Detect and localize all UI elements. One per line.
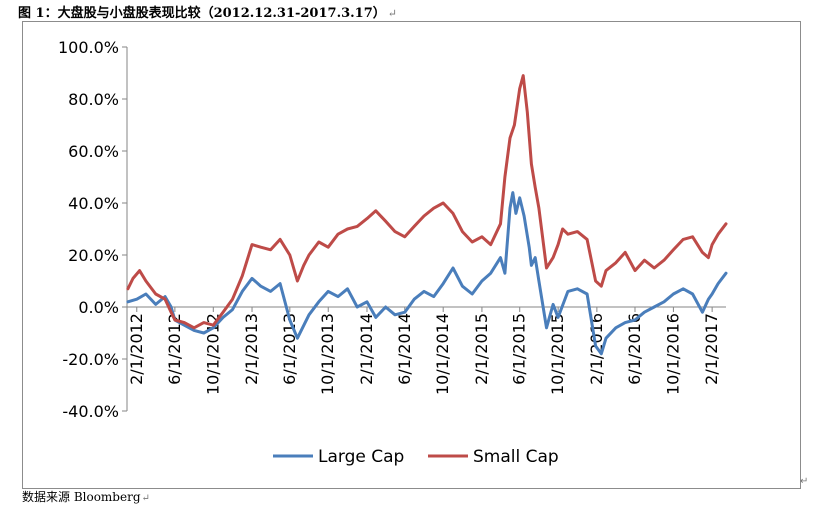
paragraph-mark-icon: ↵	[800, 476, 809, 487]
line-chart: -40.0% -20.0% 0.0% 20.0% 40.0% 60.0% 80.0% 100.…	[58, 38, 728, 467]
x-tick-label: 2/1/2017	[702, 313, 721, 385]
figure-title-text: 图 1：大盘股与小盘股表现比较（2012.12.31-2017.3.17）	[18, 6, 386, 21]
source-note: 数据来源 Bloomberg↵	[22, 488, 150, 505]
x-tick-label: 10/1/2016	[663, 313, 682, 395]
x-tick-label: 10/1/2012	[203, 313, 222, 395]
series-layer	[126, 74, 728, 356]
x-tick-label: 6/1/2012	[165, 313, 184, 385]
x-tick-label: 2/1/2012	[127, 313, 146, 385]
y-axis: -40.0% -20.0% 0.0% 20.0% 40.0% 60.0% 80.0% 100.…	[58, 38, 128, 421]
x-tick-label: 6/1/2014	[395, 313, 414, 385]
legend: Large Cap Small Cap	[273, 447, 559, 467]
y-tick-label: -20.0%	[62, 350, 119, 369]
x-tick-label: 10/1/2014	[433, 313, 452, 395]
paragraph-mark-icon: ↵	[387, 7, 397, 20]
series-line-small-cap	[126, 74, 728, 330]
series-line-large-cap	[126, 191, 728, 356]
x-axis: 2/1/2012 6/1/2012 10/1/2012 2/1/2013 6/1/201…	[127, 306, 726, 395]
y-tick-label: 40.0%	[68, 194, 119, 213]
source-note-text: 数据来源 Bloomberg	[22, 490, 141, 504]
x-tick-label: 2/1/2013	[242, 313, 261, 385]
paragraph-mark-icon: ↵	[141, 493, 150, 504]
y-tick-label: 0.0%	[78, 298, 119, 317]
x-tick-label: 6/1/2013	[280, 313, 299, 385]
x-tick-label: 10/1/2015	[548, 313, 567, 395]
legend-label-large-cap: Large Cap	[318, 447, 404, 467]
legend-label-small-cap: Small Cap	[473, 447, 559, 467]
chart-frame: -40.0% -20.0% 0.0% 20.0% 40.0% 60.0% 80.0% 100.…	[22, 21, 801, 489]
x-tick-label: 2/1/2014	[357, 313, 376, 385]
y-tick-label: 80.0%	[68, 90, 119, 109]
y-tick-label: 20.0%	[68, 246, 119, 265]
x-tick-label: 6/1/2015	[510, 313, 529, 385]
x-tick-label: 2/1/2015	[472, 313, 491, 385]
y-tick-label: 60.0%	[68, 142, 119, 161]
figure-title: 图 1：大盘股与小盘股表现比较（2012.12.31-2017.3.17） ↵	[18, 2, 397, 21]
y-tick-label: -40.0%	[62, 402, 119, 421]
x-tick-label: 6/1/2016	[625, 313, 644, 385]
x-tick-label: 10/1/2013	[318, 313, 337, 395]
y-tick-label: 100.0%	[58, 38, 119, 57]
